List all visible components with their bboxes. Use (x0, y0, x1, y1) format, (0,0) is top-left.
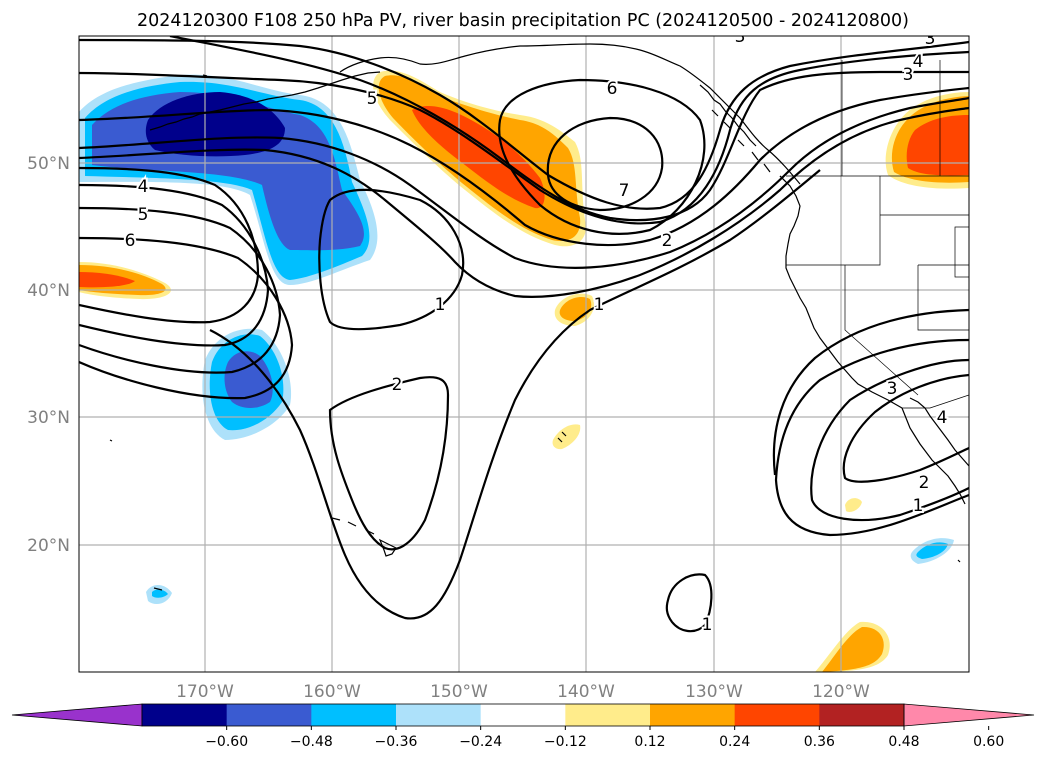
colorbar-tick-label: −0.36 (375, 734, 418, 750)
positive-shading-ne-inner (906, 115, 969, 176)
colorbar-labels: −0.60 −0.48 −0.36 −0.24 −0.12 0.12 0.24 0.36 0.4… (205, 726, 1004, 750)
map-panel: 4 5 6 5 6 7 2 1 1 2 1 3 4 2 1 3 3 4 3 (78, 27, 970, 673)
contour-line (79, 86, 969, 247)
lat-label: 30°N (27, 408, 70, 428)
lon-label: 140°W (557, 682, 615, 702)
lon-label: 160°W (303, 682, 361, 702)
contour-label: 7 (619, 181, 630, 201)
hawaii-islands (331, 517, 397, 557)
colorbar-tick-label: 0.60 (973, 734, 1004, 750)
lon-label: 170°W (176, 682, 234, 702)
positive-shading-small-3 (845, 498, 862, 512)
colorbar-tick-label: 0.36 (804, 734, 835, 750)
alaska-coast (339, 43, 801, 185)
positive-shading-bottom-mid (822, 626, 884, 672)
contour-line (328, 376, 450, 551)
contour-line (79, 206, 282, 374)
contour-line (79, 96, 969, 269)
contour-label: 6 (607, 79, 618, 99)
positive-shading-w-inner (79, 272, 135, 288)
contour-line (498, 78, 706, 235)
colorbar-segment (734, 704, 820, 726)
colorbar-tick-label: −0.60 (205, 734, 248, 750)
map-title: 2024120300 F108 250 hPa PV, river basin … (137, 11, 909, 31)
contour-line (79, 106, 969, 298)
contour-line (665, 573, 713, 633)
colorbar-extend-low (11, 703, 143, 727)
contour-line (774, 338, 969, 537)
colorbar-extend-high (903, 703, 1035, 727)
colorbar-tick-label: −0.12 (544, 734, 587, 750)
colorbar-tick-label: −0.24 (459, 734, 502, 750)
colorbar-tick-label: 0.48 (888, 734, 919, 750)
contour-line (79, 38, 969, 210)
longitude-labels: 170°W 160°W 150°W 140°W 130°W 120°W (176, 682, 870, 702)
contour-label: 1 (435, 295, 446, 315)
colorbar-segment (480, 704, 566, 726)
lat-label: 40°N (27, 281, 70, 301)
lat-label: 20°N (27, 536, 70, 556)
contour-line (810, 358, 969, 522)
colorbar-tick-label: −0.48 (290, 734, 333, 750)
contour-label: 4 (913, 52, 924, 72)
contour-line (79, 183, 270, 347)
coastlines (109, 43, 969, 591)
lon-label: 130°W (685, 682, 743, 702)
political-borders (786, 60, 969, 409)
positive-shading-small-2 (552, 424, 581, 450)
contour-label: 1 (913, 496, 924, 516)
contour-label: 4 (138, 177, 149, 197)
contour-line (842, 373, 969, 483)
contour-line (79, 50, 969, 225)
colorbar (11, 703, 1035, 727)
contour-label: 6 (125, 231, 136, 251)
contour-label: 3 (887, 379, 898, 399)
negative-shading-small-2-inner (916, 542, 948, 559)
colorbar-segment (565, 704, 651, 726)
contour-label: 2 (919, 473, 930, 493)
contour-label: 2 (392, 375, 403, 395)
colorbar-frame (141, 703, 905, 727)
positive-shading-inner (412, 105, 545, 209)
contour-label: 3 (735, 27, 746, 47)
lat-label: 50°N (27, 154, 70, 174)
contour-line (79, 236, 294, 400)
aleutian-chain (149, 71, 381, 131)
contour-label: 1 (702, 615, 713, 635)
small-islands (109, 74, 961, 591)
colorbar-segment (650, 704, 736, 726)
colorbar-tick-label: 0.24 (719, 734, 750, 750)
contour-label: 1 (594, 295, 605, 315)
colorbar-segment (819, 704, 905, 726)
colorbar-segment (311, 704, 397, 726)
negative-shading-small-1-inner (152, 589, 168, 598)
colorbar-segment (226, 704, 312, 726)
contour-labels: 4 5 6 5 6 7 2 1 1 2 1 3 4 2 1 3 3 4 3 (123, 27, 950, 637)
lon-label: 150°W (430, 682, 488, 702)
latitude-labels: 50°N 40°N 30°N 20°N (27, 154, 70, 556)
colorbar-segment (142, 704, 228, 726)
contour-label: 3 (925, 29, 936, 49)
map-frame (78, 35, 970, 673)
contour-label: 4 (937, 408, 948, 428)
contour-line (318, 188, 465, 331)
contour-line (169, 36, 969, 222)
canada-province-border (841, 60, 941, 176)
contour-label: 5 (367, 89, 378, 109)
se-alaska-islands (699, 84, 787, 183)
pv-contours (79, 36, 969, 633)
contour-line (209, 169, 821, 620)
lon-label: 120°W (812, 682, 870, 702)
border-box (954, 226, 969, 278)
contour-label: 3 (903, 65, 914, 85)
contour-label: 5 (138, 205, 149, 225)
colorbar-tick-label: 0.12 (634, 734, 665, 750)
contour-line (772, 308, 969, 476)
contour-line (546, 116, 664, 212)
colorbar-segment (396, 704, 482, 726)
us-state-borders (786, 176, 969, 409)
contour-label: 2 (662, 231, 673, 251)
